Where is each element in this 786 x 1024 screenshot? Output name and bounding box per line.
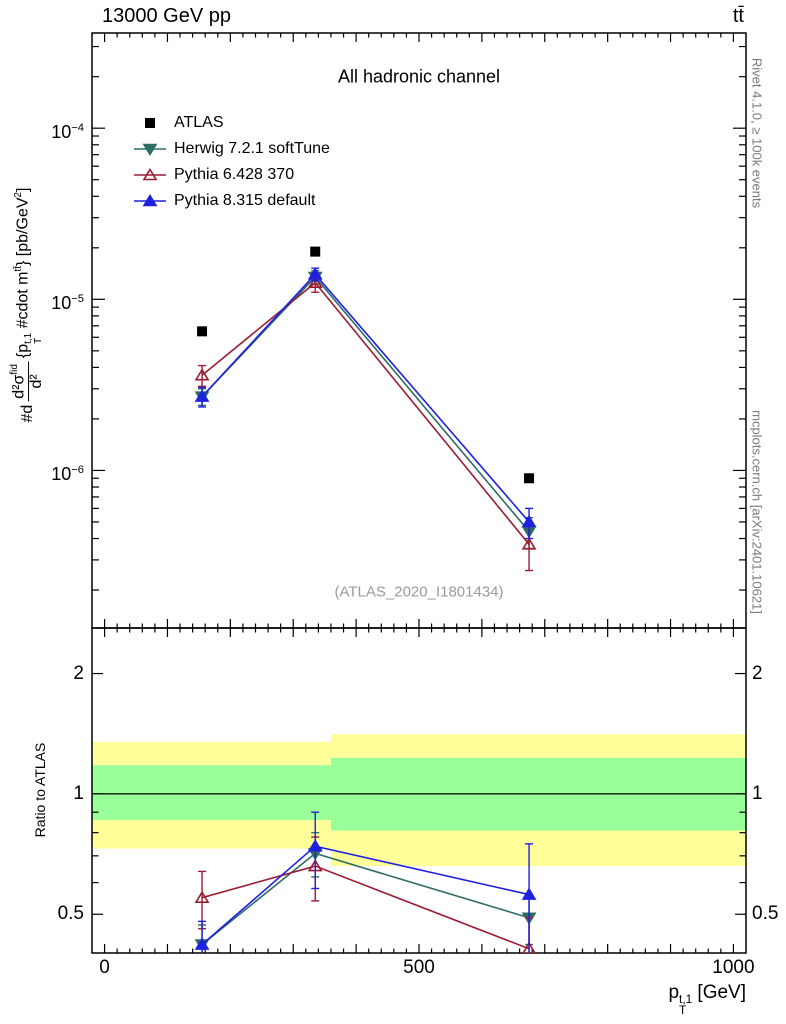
series-line xyxy=(201,275,530,532)
mcplots-credit-label: mcplots.cern.ch [arXiv:2401.10621] xyxy=(749,410,765,614)
header-process: tt̄ xyxy=(732,5,744,27)
x-tick-label: 500 xyxy=(403,957,435,978)
legend-label-herwig: Herwig 7.2.1 softTune xyxy=(174,140,330,157)
marker-triangle-up xyxy=(521,537,537,550)
plot-title: All hadronic channel xyxy=(337,66,501,87)
ratio-y-tick-label-left: 1 xyxy=(73,782,84,804)
marker-triangle-up xyxy=(521,514,537,528)
x-tick-label: 1000 xyxy=(712,957,755,978)
marker-triangle-up xyxy=(142,193,158,207)
legend-item-herwig: Herwig 7.2.1 softTune xyxy=(132,136,330,162)
legend: ATLAS Herwig 7.2.1 softTune Pythia 6.428… xyxy=(132,110,330,214)
legend-item-pythia6: Pythia 6.428 370 xyxy=(132,162,330,188)
main-y-tick-label: 10−6 xyxy=(51,464,84,485)
marker-triangle-up xyxy=(307,267,323,280)
marker-triangle-up xyxy=(307,839,323,852)
main-y-tick-label: 10−4 xyxy=(51,122,84,143)
ratio-y-tick-label-right: 1 xyxy=(752,782,763,804)
series-line xyxy=(201,852,530,946)
legend-marker-herwig-icon xyxy=(134,143,166,157)
marker-triangle-up xyxy=(194,389,210,402)
marker-square xyxy=(145,118,155,128)
series-line xyxy=(201,281,530,545)
rivet-version-label: Rivet 4.1.0, ≥ 100k events xyxy=(749,57,765,209)
marker-triangle-up xyxy=(521,887,537,900)
ylabel-expression: {p t,1 T #cdot mtt̄} [pb/GeV2] xyxy=(12,187,44,359)
ratio-y-tick-label-right: 2 xyxy=(752,662,763,684)
legend-item-pythia8: Pythia 8.315 default xyxy=(132,188,330,214)
marker-triangle-down xyxy=(142,143,158,157)
marker-square xyxy=(524,473,535,484)
marker-square xyxy=(197,326,208,337)
marker-triangle-up xyxy=(142,167,158,181)
marker-triangle-up xyxy=(194,937,210,950)
legend-marker-pythia6-icon xyxy=(134,167,166,181)
analysis-watermark: (ATLAS_2020_I1801434) xyxy=(334,583,504,601)
legend-label-pythia8: Pythia 8.315 default xyxy=(174,192,316,209)
legend-item-atlas: ATLAS xyxy=(132,110,330,136)
ratio-y-tick-label-left: 0.5 xyxy=(57,903,84,925)
x-axis-label: p t,1 T [GeV] xyxy=(668,982,746,1018)
legend-marker-atlas-icon xyxy=(145,118,155,128)
ratio-y-tick-label-left: 2 xyxy=(73,662,84,684)
ylabel-fraction: d²σfid d² xyxy=(9,361,46,402)
ylabel-prefix: #d xyxy=(18,404,36,423)
marker-triangle-up xyxy=(194,890,210,904)
legend-label-atlas: ATLAS xyxy=(174,114,224,131)
ratio-bands xyxy=(92,734,746,867)
series-line xyxy=(201,865,530,950)
x-tick-label: 0 xyxy=(99,957,110,978)
legend-label-pythia6: Pythia 6.428 370 xyxy=(174,166,295,183)
marker-triangle-up xyxy=(522,941,536,953)
header-beam-energy: 13000 GeV pp xyxy=(102,5,231,27)
uncertainty-band-green xyxy=(92,765,331,821)
marker-square xyxy=(310,246,321,257)
ratio-y-tick-label-right: 0.5 xyxy=(752,903,779,925)
marker-triangle-up xyxy=(307,275,323,289)
series-group xyxy=(194,811,537,953)
main-y-tick-label: 10−5 xyxy=(51,293,84,314)
ratio-frame xyxy=(91,627,747,954)
marker-triangle-up xyxy=(194,368,210,381)
legend-marker-pythia8-icon xyxy=(134,193,166,207)
series-group xyxy=(194,246,537,572)
